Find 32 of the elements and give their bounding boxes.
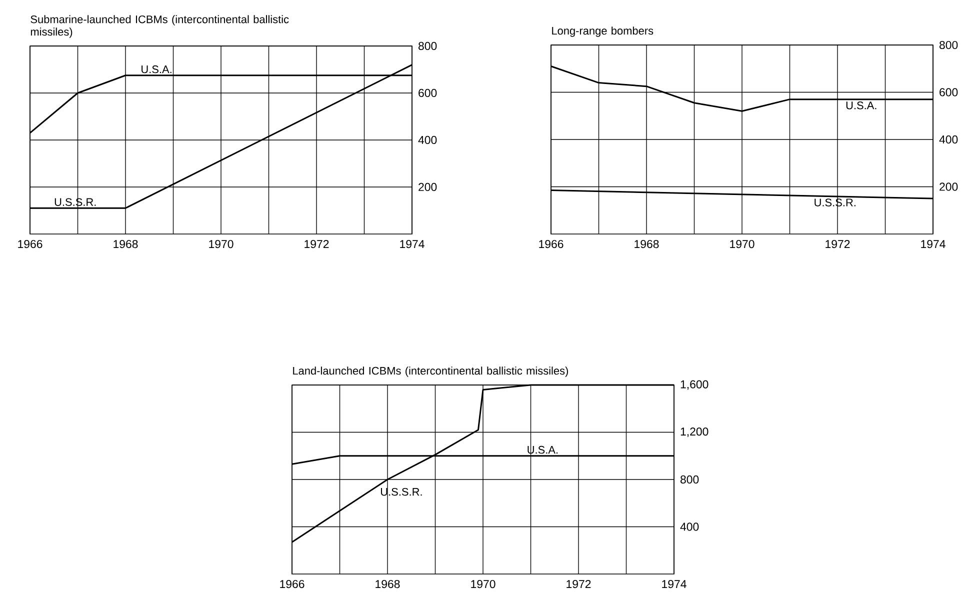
- y-tick-label: 1,200: [680, 428, 708, 437]
- series-label: U.S.A.: [846, 102, 876, 110]
- x-tick-label: 1972: [826, 240, 850, 248]
- x-tick-label: 1966: [280, 580, 304, 588]
- chart-title: Land-launched ICBMs (intercontinental ballistic missiles): [293, 366, 568, 377]
- x-tick-label: 1968: [634, 240, 659, 248]
- x-tick-label: 1974: [921, 240, 946, 248]
- y-tick-label: 200: [418, 182, 437, 192]
- x-tick-label: 1968: [376, 580, 400, 588]
- chart-title: Submarine-launched ICBMs (intercontinental ballistic missiles): [30, 15, 289, 38]
- y-tick-label: 600: [418, 88, 437, 98]
- y-tick-label: 200: [940, 182, 958, 191]
- y-tick-label: 800: [418, 42, 437, 50]
- chart-title: Long-range bombers: [552, 26, 654, 37]
- x-tick-label: 1970: [209, 240, 234, 248]
- y-tick-label: 400: [680, 522, 699, 531]
- y-tick-label: 800: [680, 475, 699, 484]
- x-tick-label: 1970: [471, 580, 496, 588]
- x-tick-label: 1972: [566, 580, 591, 588]
- y-tick-label: 1,600: [680, 380, 708, 390]
- x-tick-label: 1974: [400, 240, 424, 248]
- y-tick-label: 400: [418, 136, 437, 144]
- y-tick-label: 400: [939, 135, 958, 144]
- x-tick-label: 1970: [730, 240, 754, 248]
- y-tick-label: 600: [940, 88, 958, 96]
- x-tick-label: 1974: [662, 580, 686, 588]
- y-tick-label: 800: [940, 40, 958, 50]
- x-tick-label: 1972: [304, 240, 329, 248]
- series-label: U.S.A.: [142, 65, 172, 74]
- x-tick-label: 1966: [539, 240, 564, 248]
- x-tick-label: 1968: [114, 240, 138, 248]
- x-tick-label: 1966: [18, 240, 42, 248]
